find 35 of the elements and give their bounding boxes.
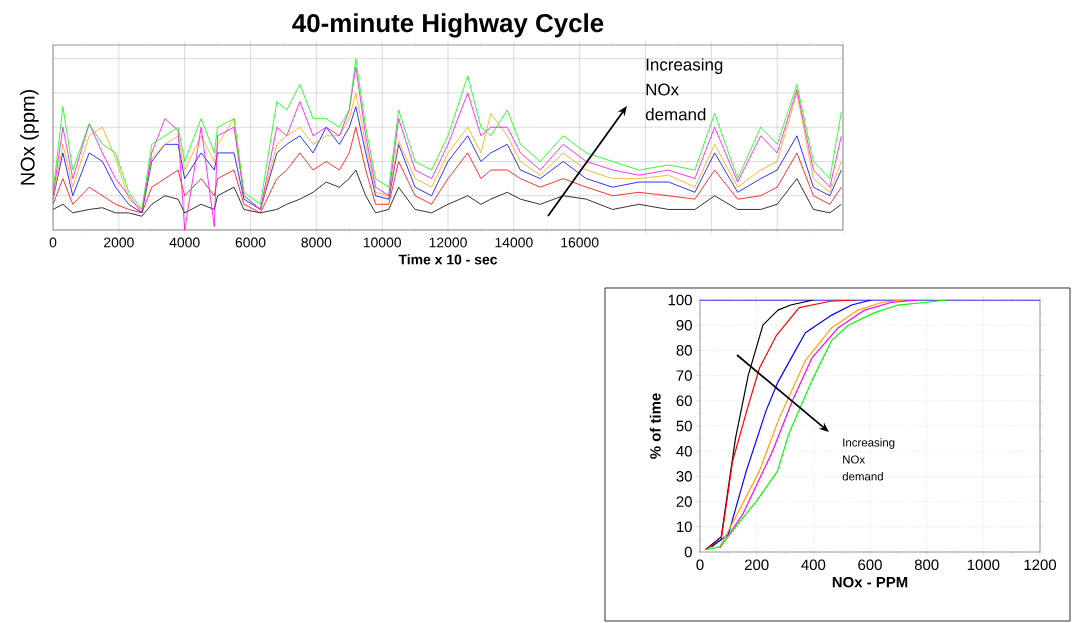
line-series [705,300,948,551]
x-tick-label: 4000 [169,237,200,248]
annotation: Increasing NOx demand [842,438,895,481]
x-tick-label: 200 [744,559,769,571]
x-tick-label: 16000 [561,237,599,248]
x-tick-label: 0 [696,559,704,571]
y-tick-label: 70 [676,370,692,381]
y-tick-label: 10 [677,521,692,533]
x-tick-label: 8000 [301,237,332,248]
y-tick-label: 100 [668,294,692,306]
annotation: Increasing NOx demand [645,58,723,121]
chart-title: 40-minute Highway Cycle [292,13,604,38]
y-axis-title: NOx (ppm) [20,90,39,185]
y-tick-label: 30 [676,471,692,482]
x-tick-label: 10000 [363,237,402,248]
x-tick-label: 800 [914,559,939,571]
y-axis-title: % of time [649,393,661,459]
y-tick-label: 40 [676,445,692,457]
y-tick-label: 80 [676,345,692,356]
y-tick-label: 20 [676,496,692,507]
y-tick-label: 0 [684,546,692,558]
x-tick-label: 0 [49,237,57,248]
x-tick-label: 600 [858,559,882,571]
x-tick-label: 1200 [1024,559,1057,571]
y-tick-label: 50 [676,420,692,432]
x-tick-label: 6000 [235,237,266,248]
x-tick-label: 400 [801,559,826,571]
y-tick-label: 90 [676,319,692,331]
x-tick-label: 14000 [495,237,533,248]
y-tick-label: 60 [676,395,692,407]
x-tick-label: 2000 [104,237,134,248]
x-axis-title: Time x 10 - sec [398,254,498,265]
x-tick-label: 1000 [967,559,1000,571]
x-tick-label: 12000 [429,237,467,248]
x-axis-title: NOx - PPM [832,576,908,588]
